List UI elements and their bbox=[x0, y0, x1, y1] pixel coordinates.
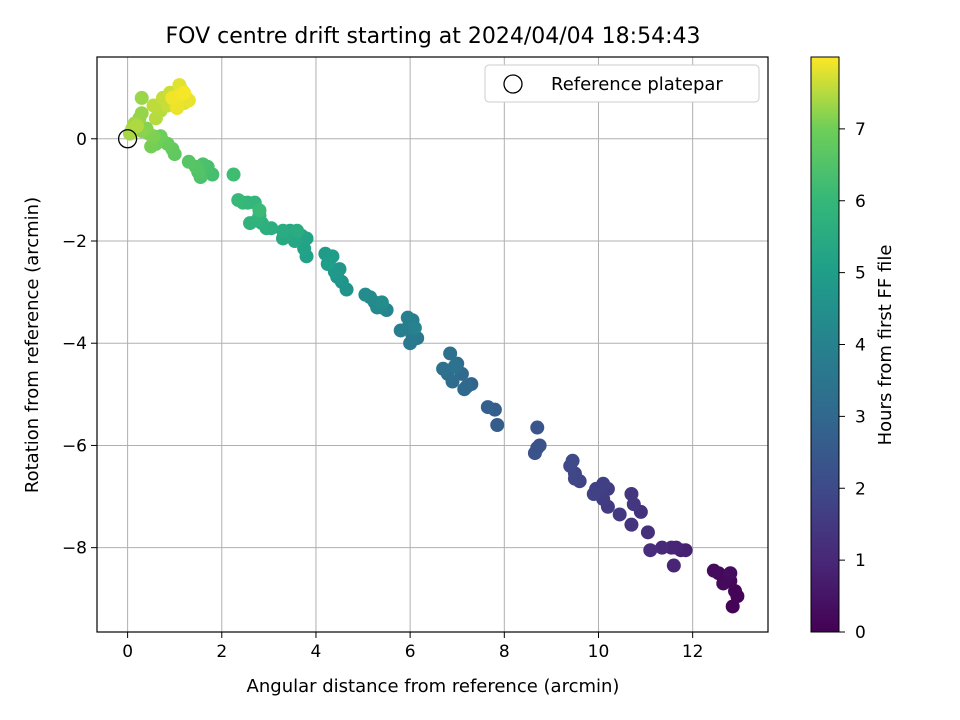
data-point bbox=[243, 216, 258, 231]
data-point bbox=[447, 359, 462, 374]
data-point bbox=[532, 438, 547, 453]
y-axis-ticks: −8 −6 −4 −2 0 bbox=[62, 130, 97, 559]
colorbar-gradient bbox=[810, 56, 840, 633]
colorbar-tick-label: 7 bbox=[855, 120, 866, 140]
x-axis-ticks: 0 2 4 6 8 10 12 bbox=[122, 632, 703, 662]
legend-label: Reference platepar bbox=[551, 74, 723, 95]
data-point bbox=[640, 525, 655, 540]
y-axis-label: Rotation from reference (arcmin) bbox=[22, 197, 43, 493]
y-tick-label: −8 bbox=[62, 539, 87, 559]
colorbar-ticks: 0 1 2 3 4 5 6 7 bbox=[839, 120, 866, 643]
data-point bbox=[530, 420, 545, 435]
colorbar-label: Hours from first FF file bbox=[875, 245, 896, 446]
x-tick-label: 2 bbox=[216, 642, 227, 662]
y-tick-label: −6 bbox=[62, 436, 87, 456]
data-point bbox=[226, 167, 241, 182]
data-point bbox=[290, 223, 305, 238]
data-point bbox=[393, 323, 408, 338]
colorbar-tick-label: 0 bbox=[855, 623, 866, 643]
data-point bbox=[565, 453, 580, 468]
data-point bbox=[624, 517, 639, 532]
data-point bbox=[231, 193, 246, 208]
data-point bbox=[723, 566, 738, 581]
legend: Reference platepar bbox=[484, 64, 760, 103]
x-tick-label: 6 bbox=[405, 642, 416, 662]
data-point bbox=[400, 310, 415, 325]
colorbar: 0 1 2 3 4 5 6 7 Hours from first FF file bbox=[810, 56, 896, 643]
colorbar-tick-label: 2 bbox=[855, 479, 866, 499]
data-point bbox=[165, 90, 180, 105]
data-point bbox=[374, 295, 389, 310]
data-point bbox=[275, 223, 290, 238]
data-point bbox=[146, 98, 161, 113]
data-point bbox=[436, 361, 451, 376]
data-point bbox=[716, 576, 731, 591]
data-point bbox=[643, 543, 658, 558]
x-tick-label: 4 bbox=[311, 642, 322, 662]
data-point bbox=[130, 119, 145, 133]
data-point bbox=[490, 418, 505, 432]
x-tick-label: 12 bbox=[682, 642, 704, 662]
data-point bbox=[586, 487, 601, 501]
legend-box bbox=[484, 64, 760, 103]
data-point bbox=[320, 257, 335, 271]
plot-frame bbox=[96, 56, 769, 633]
data-point bbox=[443, 346, 458, 361]
x-tick-label: 10 bbox=[588, 642, 610, 662]
x-tick-label: 8 bbox=[499, 642, 510, 662]
colorbar-tick-label: 6 bbox=[855, 192, 866, 212]
legend-marker-open-circle bbox=[503, 74, 523, 94]
colorbar-tick-label: 5 bbox=[855, 264, 866, 284]
data-point bbox=[624, 487, 639, 501]
data-point bbox=[407, 320, 422, 335]
data-point bbox=[177, 85, 192, 100]
data-point bbox=[596, 476, 611, 491]
data-point bbox=[181, 154, 196, 169]
grid-lines bbox=[97, 57, 768, 632]
data-point bbox=[134, 90, 149, 105]
colorbar-tick-label: 1 bbox=[855, 551, 866, 571]
data-point bbox=[252, 203, 267, 218]
y-tick-label: −2 bbox=[62, 232, 87, 252]
x-tick-label: 0 bbox=[122, 642, 133, 662]
scatter-points bbox=[117, 78, 745, 614]
data-point bbox=[655, 540, 670, 555]
data-point bbox=[706, 563, 721, 578]
data-point bbox=[612, 507, 627, 522]
colorbar-tick-label: 4 bbox=[855, 336, 866, 356]
y-tick-label: −4 bbox=[62, 334, 87, 354]
colorbar-tick-label: 3 bbox=[855, 407, 866, 427]
data-point bbox=[567, 471, 582, 486]
data-point bbox=[480, 400, 495, 415]
data-point bbox=[666, 558, 681, 573]
data-point bbox=[457, 382, 472, 397]
y-tick-label: 0 bbox=[76, 130, 87, 150]
chart-title: FOV centre drift starting at 2024/04/04 … bbox=[166, 24, 701, 49]
x-axis-label: Angular distance from reference (arcmin) bbox=[247, 676, 620, 697]
data-point bbox=[134, 106, 149, 121]
data-point bbox=[358, 287, 373, 302]
reference-platepar-marker bbox=[117, 129, 138, 149]
